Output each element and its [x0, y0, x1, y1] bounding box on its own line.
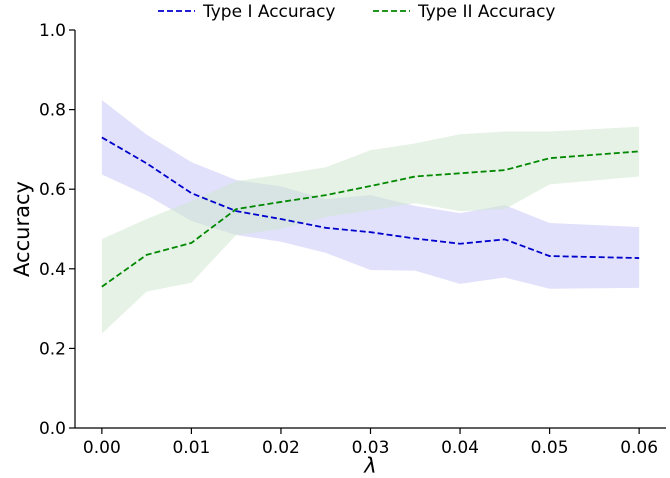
x-tick-label: 0.02: [262, 438, 300, 458]
x-tick-label: 0.03: [352, 438, 390, 458]
legend: Type I Accuracy Type II Accuracy: [158, 2, 556, 22]
x-tick-label: 0.05: [531, 438, 569, 458]
x-tick-label: 0.04: [441, 438, 479, 458]
series-2-line: [101, 150, 640, 288]
y-tick-label: 0.8: [39, 101, 66, 121]
series-2-band: [101, 126, 640, 334]
x-axis-title: λ: [363, 454, 376, 478]
x-tick-label: 0.00: [83, 438, 121, 458]
axes: 0.00 0.01 0.02 0.03 0.04 0.05 0.06 0.0 0.2 0.4 0.6…: [10, 21, 666, 478]
y-tick-label: 0.6: [39, 180, 66, 200]
series-lines: [101, 136, 640, 288]
y-tick-label: 0.4: [39, 260, 66, 280]
confidence-bands: [101, 100, 640, 334]
series-1-band: [101, 100, 640, 289]
x-tick-label: 0.06: [620, 438, 658, 458]
legend-label-2: Type II Accuracy: [417, 2, 556, 22]
x-tick-label: 0.01: [172, 438, 210, 458]
y-tick-label: 0.2: [39, 339, 66, 359]
series-1-line: [101, 136, 640, 259]
y-axis-title: Accuracy: [10, 181, 34, 277]
legend-label-1: Type I Accuracy: [202, 2, 335, 22]
y-tick-label: 0.0: [39, 419, 66, 439]
y-tick-label: 1.0: [39, 21, 66, 41]
